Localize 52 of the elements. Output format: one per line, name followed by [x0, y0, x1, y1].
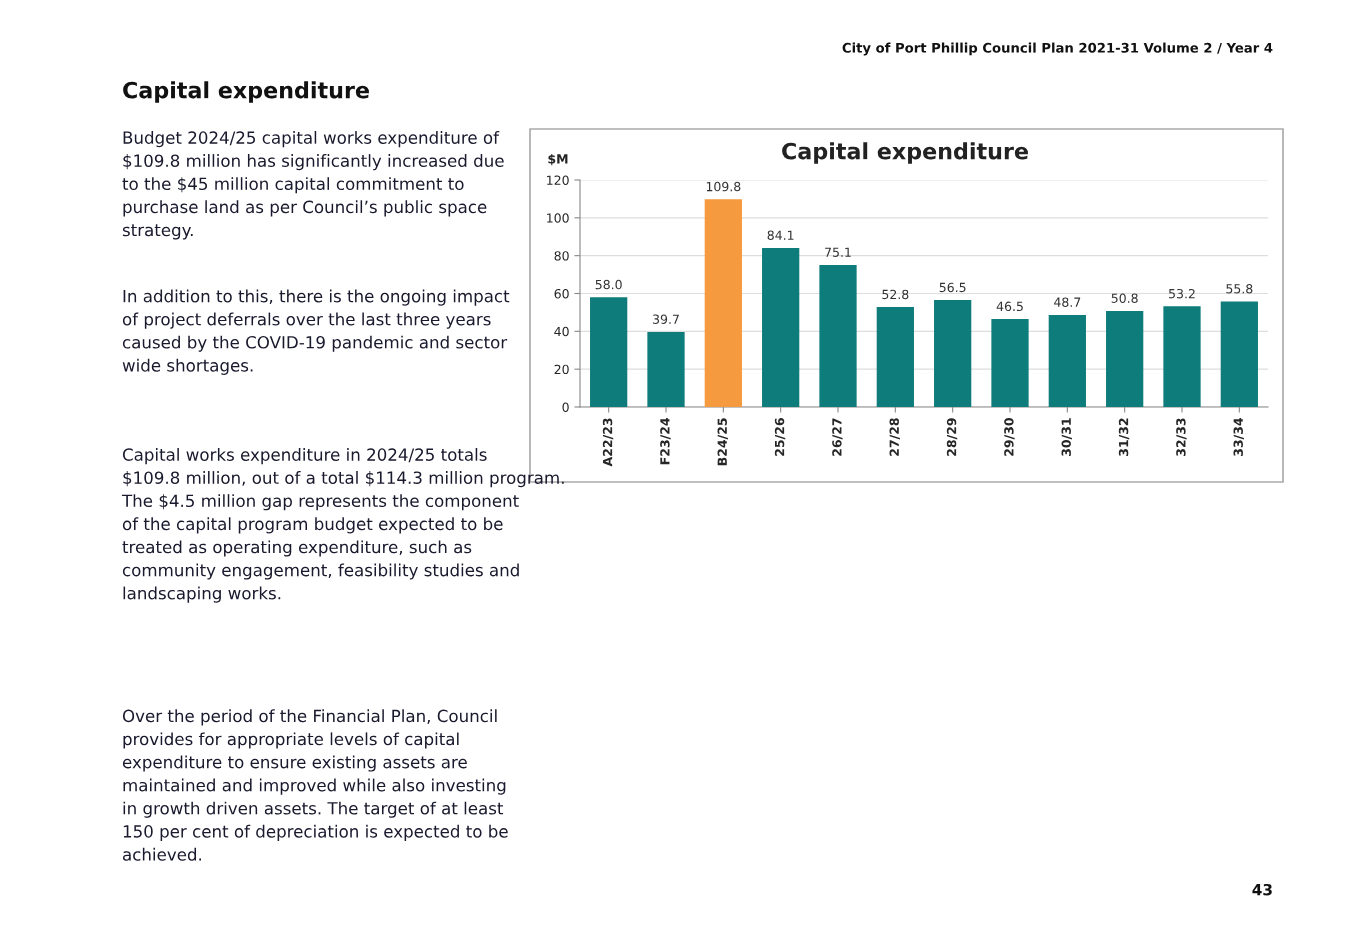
data-label: 109.8 [706, 181, 741, 192]
bar [647, 331, 685, 407]
text: City of Port Phillip Council Plan 2021-31 Volume 2 / Year 4 [842, 42, 1273, 56]
data-label: 56.5 [939, 282, 966, 293]
data-label: 55.8 [1226, 284, 1253, 294]
bar [590, 297, 628, 407]
text: Capital expenditure [123, 81, 369, 103]
data-label: 84.1 [767, 230, 794, 240]
bar [704, 199, 742, 407]
bar [876, 307, 914, 407]
text: Budget 2024/25 capital works expenditure of $109.8 million has significantly increased due to the $45 million capital commitment to purchase land as per Council’s public space strategy. [122, 131, 504, 240]
y-tick-label: 40 [554, 326, 569, 337]
bar [1106, 310, 1144, 407]
y-tick-label: 60 [554, 288, 569, 299]
bar [1163, 306, 1201, 407]
y-tick-label: 0 [562, 402, 569, 412]
data-label: 46.5 [996, 301, 1023, 312]
data-label: 50.8 [1111, 293, 1138, 303]
bar [1220, 301, 1258, 407]
y-tick-label: 100 [547, 213, 569, 223]
x-tick-label: 32/33 [1176, 418, 1187, 456]
data-label: 52.8 [882, 289, 909, 300]
data-label: 48.7 [1054, 297, 1081, 307]
data-label: 53.2 [1169, 288, 1195, 299]
text: Over the period of the Financial Plan, Council provides for appropriate levels of capital expenditure to ensure existing assets are maintained and improved while also investing in growth driven assets. The target of at least 150 per cent of depreciation is expected to be achieved. [122, 709, 508, 861]
y-tick-label: 80 [554, 251, 569, 261]
y-axis-title: $M [548, 153, 568, 166]
bar [819, 264, 857, 407]
text: 43 [1252, 883, 1272, 896]
x-tick-label: 26/27 [832, 418, 843, 456]
x-tick-label: 28/29 [946, 418, 958, 456]
bar [934, 300, 972, 407]
x-tick-label: 25/26 [774, 418, 786, 456]
data-label: 39.7 [653, 314, 679, 324]
bar [1048, 314, 1086, 407]
bar [762, 247, 800, 407]
chart-title: Capital expenditure [782, 142, 1028, 164]
x-tick-label: F23/24 [660, 417, 671, 465]
x-tick-label: 30/31 [1061, 418, 1072, 456]
x-tick-label: B24/25 [717, 418, 728, 466]
y-tick-label: 120 [547, 175, 569, 185]
data-label: 58.0 [595, 279, 622, 290]
x-tick-label: 31/32 [1118, 418, 1130, 456]
x-tick-label: 27/28 [889, 418, 900, 456]
x-tick-label: A22/23 [602, 418, 614, 467]
text: In addition to this, there is the ongoing impact of project deferrals over the last three years caused by the COVID-19 pandemic and sector wide shortages. [122, 289, 510, 375]
text: Capital works expenditure in 2024/25 totals $109.8 million, out of a total $114.3 million program. The $4.5 million gap represents the component of the capital program budget expected to be treated as operating expenditure, such as community engagement, feasibility studies and landscaping works. [121, 448, 564, 603]
x-tick-label: 33/34 [1233, 417, 1244, 456]
bar [991, 319, 1029, 407]
data-label: 75.1 [825, 247, 851, 257]
x-tick-label: 29/30 [1004, 418, 1015, 456]
y-tick-label: 20 [554, 364, 569, 375]
